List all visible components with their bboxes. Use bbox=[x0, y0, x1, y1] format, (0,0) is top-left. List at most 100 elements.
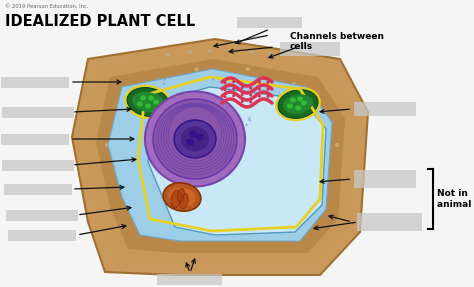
Ellipse shape bbox=[225, 86, 227, 89]
Ellipse shape bbox=[266, 95, 270, 98]
Ellipse shape bbox=[297, 96, 303, 102]
Ellipse shape bbox=[287, 104, 293, 108]
Text: IDEALIZED PLANT CELL: IDEALIZED PLANT CELL bbox=[5, 14, 195, 29]
Ellipse shape bbox=[258, 81, 261, 84]
Ellipse shape bbox=[278, 90, 318, 118]
Polygon shape bbox=[148, 87, 326, 235]
Ellipse shape bbox=[246, 67, 250, 71]
FancyBboxPatch shape bbox=[357, 213, 422, 231]
Ellipse shape bbox=[181, 127, 209, 152]
FancyBboxPatch shape bbox=[2, 106, 74, 117]
Ellipse shape bbox=[163, 183, 201, 211]
Ellipse shape bbox=[268, 52, 272, 56]
Polygon shape bbox=[108, 69, 332, 241]
FancyBboxPatch shape bbox=[354, 170, 416, 188]
Ellipse shape bbox=[248, 119, 251, 121]
FancyBboxPatch shape bbox=[4, 183, 72, 195]
Ellipse shape bbox=[258, 95, 261, 98]
Ellipse shape bbox=[324, 109, 328, 113]
Ellipse shape bbox=[117, 109, 120, 113]
Ellipse shape bbox=[171, 190, 181, 208]
Text: © 2019 Pearson Education, Inc.: © 2019 Pearson Education, Inc. bbox=[5, 4, 89, 9]
Ellipse shape bbox=[266, 88, 270, 91]
Ellipse shape bbox=[153, 100, 159, 104]
FancyBboxPatch shape bbox=[237, 16, 302, 28]
FancyBboxPatch shape bbox=[6, 210, 78, 220]
Ellipse shape bbox=[180, 193, 188, 209]
Ellipse shape bbox=[145, 104, 151, 108]
FancyBboxPatch shape bbox=[1, 133, 69, 144]
Ellipse shape bbox=[267, 96, 270, 98]
Ellipse shape bbox=[232, 94, 235, 97]
Ellipse shape bbox=[241, 100, 244, 103]
Ellipse shape bbox=[127, 88, 169, 116]
Ellipse shape bbox=[232, 87, 235, 90]
Ellipse shape bbox=[292, 82, 296, 86]
Ellipse shape bbox=[174, 120, 216, 158]
Ellipse shape bbox=[145, 92, 245, 187]
FancyBboxPatch shape bbox=[280, 42, 340, 56]
FancyBboxPatch shape bbox=[2, 160, 74, 170]
Ellipse shape bbox=[224, 81, 227, 84]
Ellipse shape bbox=[148, 204, 152, 208]
FancyBboxPatch shape bbox=[354, 102, 416, 116]
Ellipse shape bbox=[246, 123, 248, 126]
Ellipse shape bbox=[221, 111, 223, 114]
Ellipse shape bbox=[241, 86, 244, 89]
Ellipse shape bbox=[140, 96, 146, 100]
Ellipse shape bbox=[335, 143, 339, 147]
FancyBboxPatch shape bbox=[8, 230, 76, 241]
Ellipse shape bbox=[224, 88, 227, 91]
Ellipse shape bbox=[292, 204, 296, 208]
Ellipse shape bbox=[290, 98, 296, 102]
Polygon shape bbox=[72, 39, 368, 275]
Ellipse shape bbox=[246, 219, 250, 223]
Ellipse shape bbox=[182, 117, 184, 119]
Ellipse shape bbox=[303, 85, 306, 88]
Ellipse shape bbox=[283, 94, 313, 114]
Ellipse shape bbox=[164, 78, 166, 81]
Ellipse shape bbox=[178, 118, 181, 121]
Ellipse shape bbox=[249, 86, 252, 90]
Ellipse shape bbox=[201, 100, 203, 102]
Ellipse shape bbox=[166, 53, 170, 57]
Text: Channels between
cells: Channels between cells bbox=[290, 32, 384, 51]
Ellipse shape bbox=[194, 67, 199, 71]
Ellipse shape bbox=[185, 100, 187, 102]
Ellipse shape bbox=[163, 82, 165, 85]
Ellipse shape bbox=[266, 81, 270, 84]
Ellipse shape bbox=[241, 93, 244, 96]
Ellipse shape bbox=[199, 107, 201, 110]
Ellipse shape bbox=[250, 50, 254, 54]
Ellipse shape bbox=[258, 88, 261, 91]
Ellipse shape bbox=[248, 117, 250, 120]
Ellipse shape bbox=[212, 78, 214, 81]
Ellipse shape bbox=[148, 82, 152, 86]
Ellipse shape bbox=[228, 49, 232, 53]
Ellipse shape bbox=[105, 143, 109, 147]
Ellipse shape bbox=[249, 94, 252, 96]
Ellipse shape bbox=[168, 187, 196, 207]
FancyBboxPatch shape bbox=[157, 274, 222, 284]
Ellipse shape bbox=[301, 100, 307, 106]
Ellipse shape bbox=[186, 139, 194, 146]
Ellipse shape bbox=[148, 96, 154, 100]
Ellipse shape bbox=[153, 99, 237, 179]
Ellipse shape bbox=[194, 219, 199, 223]
Ellipse shape bbox=[249, 100, 252, 104]
Ellipse shape bbox=[283, 115, 285, 118]
Polygon shape bbox=[96, 59, 345, 253]
Ellipse shape bbox=[247, 90, 249, 93]
Ellipse shape bbox=[189, 131, 197, 137]
Ellipse shape bbox=[137, 102, 143, 106]
Ellipse shape bbox=[224, 95, 227, 98]
Ellipse shape bbox=[157, 77, 159, 80]
FancyBboxPatch shape bbox=[1, 77, 69, 88]
Ellipse shape bbox=[295, 106, 301, 110]
Ellipse shape bbox=[117, 177, 120, 181]
Ellipse shape bbox=[232, 80, 235, 83]
Ellipse shape bbox=[132, 92, 164, 112]
Ellipse shape bbox=[188, 50, 192, 54]
Polygon shape bbox=[82, 49, 358, 265]
Ellipse shape bbox=[324, 177, 328, 181]
